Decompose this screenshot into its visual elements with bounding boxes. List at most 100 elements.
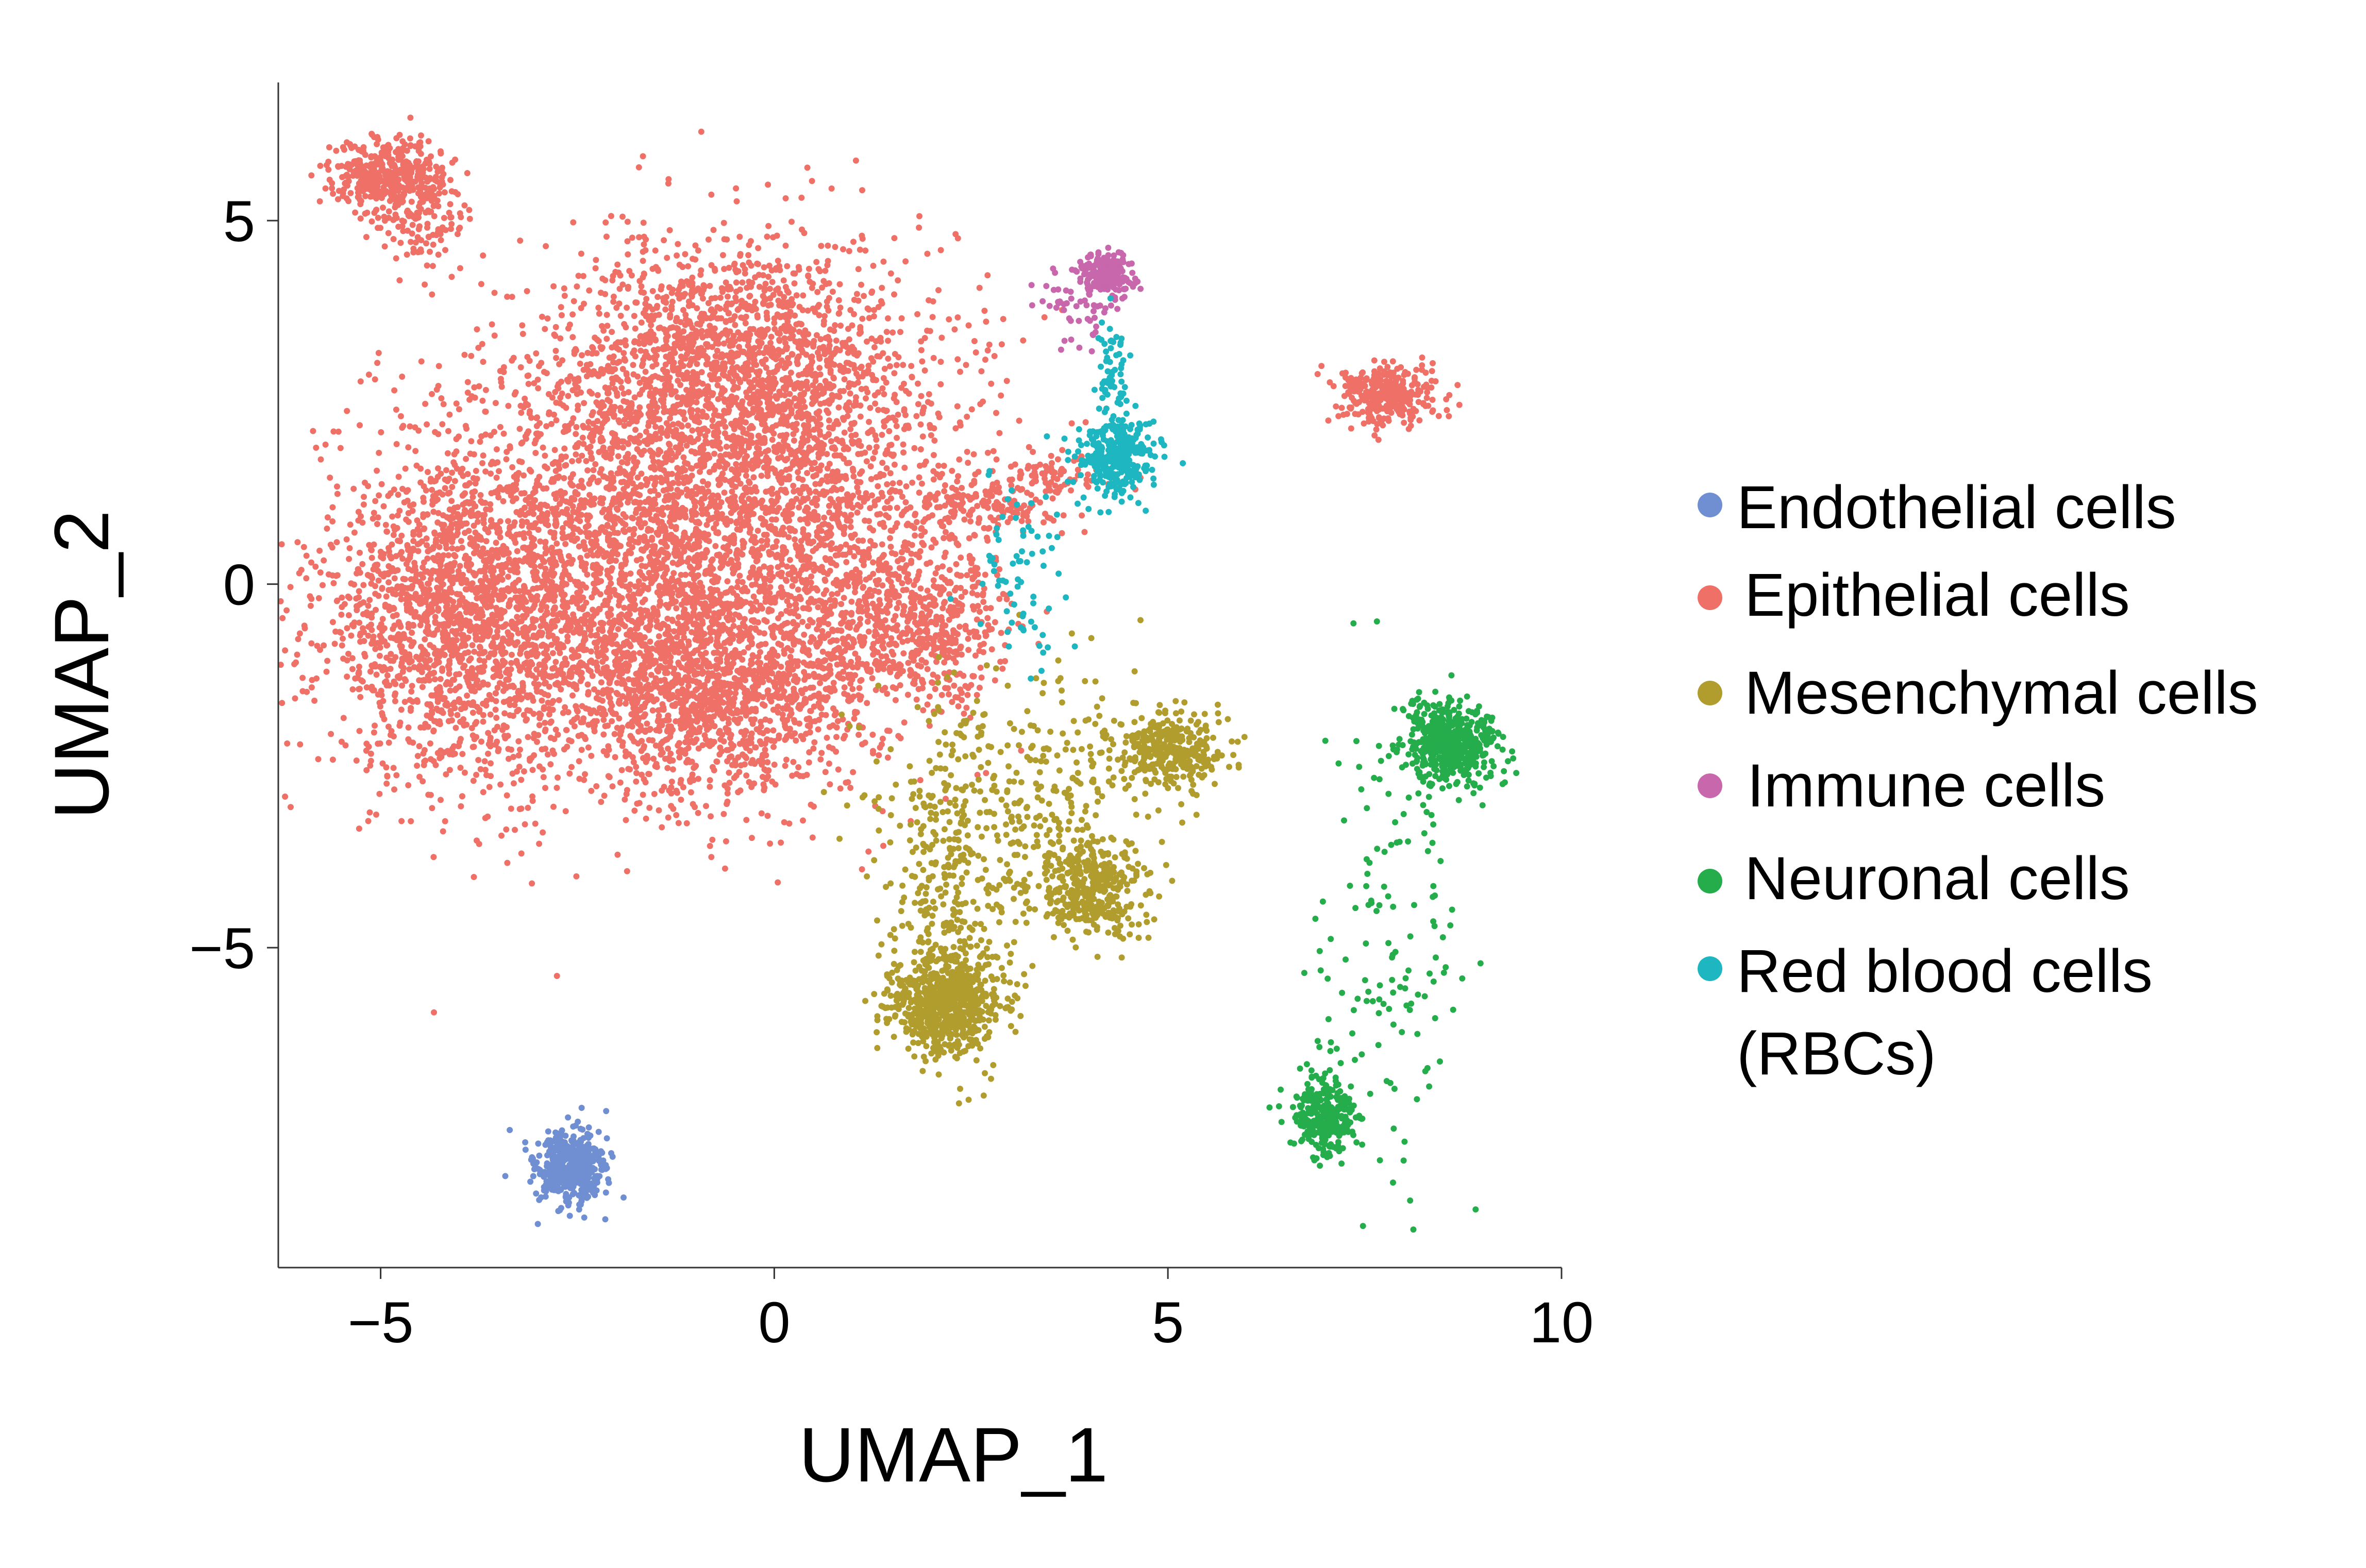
data-point [561, 428, 567, 435]
data-point [872, 400, 879, 407]
data-point [496, 468, 502, 475]
data-point [428, 605, 434, 612]
data-point [442, 818, 448, 824]
data-point [334, 572, 341, 579]
data-point [440, 581, 446, 587]
data-point [633, 764, 640, 770]
data-point [636, 440, 643, 446]
data-point [293, 659, 299, 666]
data-point [637, 556, 644, 562]
data-point [394, 567, 401, 574]
data-point [556, 461, 562, 468]
data-point [469, 732, 476, 739]
data-point [402, 465, 409, 472]
data-point [474, 326, 480, 333]
data-point [494, 575, 500, 582]
data-point [900, 449, 907, 456]
data-point [531, 536, 537, 543]
data-point [437, 532, 443, 538]
data-point [954, 356, 961, 363]
data-point [633, 499, 640, 505]
data-point [556, 697, 562, 703]
data-point [847, 524, 854, 530]
data-point [356, 728, 363, 734]
data-point [408, 585, 415, 592]
data-point [360, 625, 366, 632]
data-point [327, 475, 333, 481]
data-point [695, 810, 701, 816]
data-point [542, 545, 549, 551]
data-point [550, 555, 557, 562]
data-point [414, 763, 421, 769]
data-point [437, 676, 444, 682]
data-point [349, 666, 356, 672]
data-point [488, 760, 494, 767]
data-point [380, 698, 387, 704]
data-point [541, 705, 547, 712]
data-point [580, 542, 586, 549]
data-point [563, 561, 569, 567]
data-point [407, 502, 413, 509]
data-point [480, 359, 486, 365]
data-point [626, 641, 633, 648]
data-point [346, 555, 353, 562]
data-point [374, 521, 380, 527]
data-point [494, 628, 500, 635]
data-point [387, 732, 394, 738]
data-point [560, 642, 566, 649]
data-point [368, 554, 375, 561]
data-point [443, 771, 449, 778]
data-point [322, 441, 329, 448]
data-point [781, 531, 787, 537]
data-point [334, 491, 341, 497]
data-point [424, 421, 430, 428]
data-point [514, 708, 521, 715]
data-point [384, 772, 391, 779]
data-point [712, 543, 719, 549]
data-point [329, 544, 335, 551]
data-point [689, 427, 696, 434]
data-point [394, 512, 401, 519]
data-point [515, 577, 522, 583]
data-point [451, 705, 458, 712]
data-point [416, 540, 423, 547]
data-point [541, 559, 548, 565]
data-point [895, 277, 901, 284]
data-point [584, 552, 591, 559]
data-point [632, 538, 639, 545]
data-point [450, 620, 457, 627]
data-point [521, 530, 527, 536]
data-point [617, 779, 624, 786]
data-point [457, 765, 464, 771]
data-point [563, 404, 569, 411]
data-point [440, 828, 446, 835]
data-point [570, 415, 577, 421]
data-point [631, 394, 638, 401]
data-point [445, 718, 452, 724]
data-point [601, 601, 608, 608]
data-point [408, 705, 414, 712]
data-point [762, 356, 769, 363]
data-point [670, 570, 677, 577]
data-point [548, 718, 555, 725]
data-point [470, 778, 477, 784]
data-point [486, 692, 493, 698]
data-point [395, 492, 401, 498]
data-point [456, 406, 462, 413]
data-point [564, 638, 571, 645]
data-point [375, 577, 382, 584]
data-point [887, 363, 893, 369]
data-point [532, 497, 539, 503]
data-point [504, 859, 511, 866]
data-point [538, 501, 544, 508]
data-point [468, 687, 475, 694]
data-point [809, 178, 815, 184]
data-point [513, 657, 520, 664]
data-point [454, 546, 461, 552]
data-point [355, 675, 361, 681]
data-point [964, 413, 970, 420]
data-point [636, 569, 643, 576]
data-point [576, 605, 583, 612]
data-point [491, 727, 498, 734]
data-point [422, 757, 429, 764]
